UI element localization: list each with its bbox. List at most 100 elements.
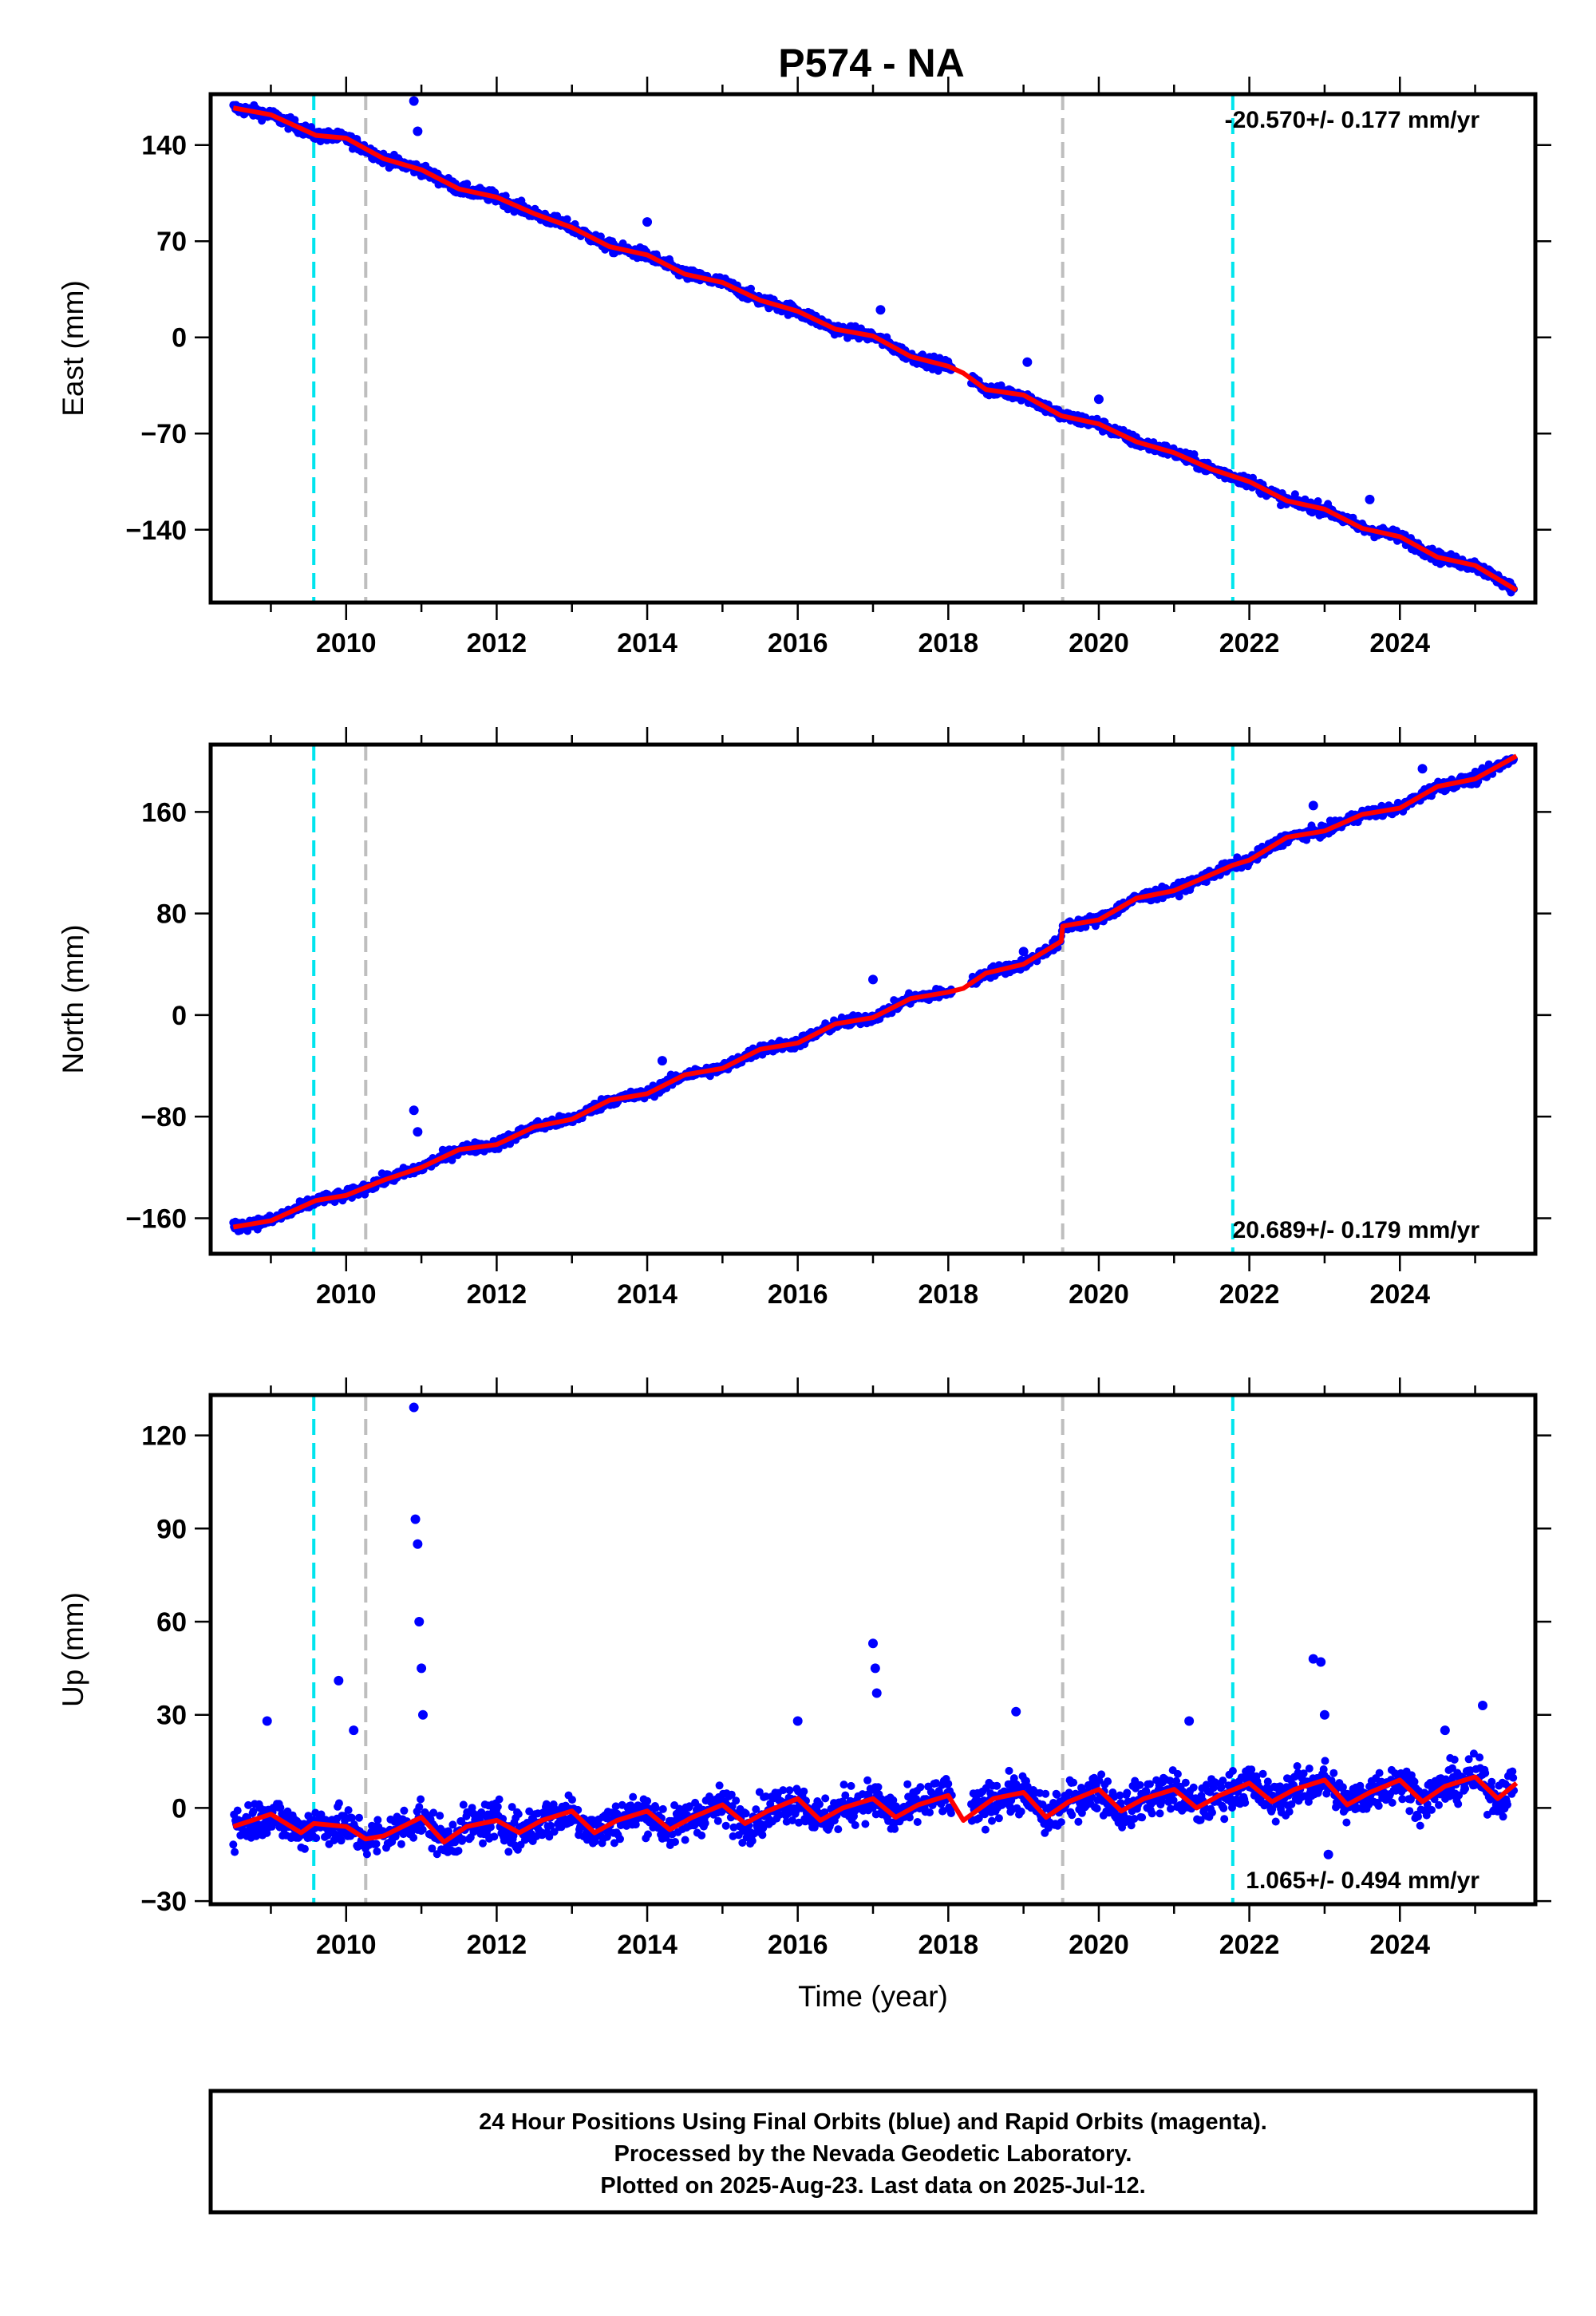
data-point	[300, 1844, 309, 1853]
data-point	[1009, 1774, 1018, 1783]
data-point	[861, 1820, 870, 1828]
data-point	[610, 1839, 618, 1848]
data-point	[1095, 1776, 1104, 1784]
data-point	[847, 1781, 855, 1790]
data-point	[494, 1144, 503, 1153]
data-point	[788, 1816, 796, 1824]
data-point	[276, 1804, 285, 1812]
x-tick-label: 2022	[1219, 628, 1280, 658]
data-point	[1068, 1811, 1077, 1820]
data-point	[758, 1831, 767, 1840]
data-point	[504, 1848, 513, 1856]
data-point	[454, 1847, 463, 1855]
data-point	[913, 1818, 922, 1826]
data-point	[495, 1795, 504, 1804]
chart-panels: 2010 2012 2014 2016 2018 2020 2022 2024140700−7…	[57, 77, 1551, 2013]
data-point	[400, 1806, 409, 1815]
data-point	[851, 1821, 859, 1829]
data-point	[334, 1799, 343, 1808]
trend-line	[232, 753, 1518, 1230]
y-tick-label: −80	[140, 1102, 187, 1132]
data-point	[874, 1783, 883, 1792]
data-point	[397, 1840, 405, 1848]
data-point	[542, 1800, 551, 1808]
y-tick-label: 0	[172, 1001, 187, 1031]
y-tick-label: −70	[140, 419, 187, 449]
data-point	[244, 1800, 253, 1809]
y-tick-label: 70	[156, 227, 187, 257]
data-point	[1167, 1804, 1175, 1813]
data-point	[479, 1839, 487, 1848]
data-point	[905, 1813, 914, 1822]
outlier-point	[409, 96, 419, 106]
data-point	[741, 1809, 750, 1818]
data-point	[344, 1806, 353, 1815]
outlier-point	[1022, 357, 1033, 367]
data-point	[644, 1830, 652, 1839]
plot-area	[229, 745, 1519, 1254]
outlier-point	[413, 1127, 423, 1137]
x-tick-label: 2016	[768, 628, 828, 658]
data-point	[550, 1828, 559, 1836]
outlier-point	[1308, 800, 1318, 811]
x-tick-label: 2020	[1069, 1279, 1129, 1310]
plot-area	[229, 94, 1519, 603]
outlier-point	[875, 305, 886, 315]
y-tick-label: 140	[141, 131, 187, 161]
data-point	[752, 1805, 760, 1814]
data-point	[1173, 1769, 1182, 1778]
data-point	[939, 1807, 947, 1815]
data-point	[1138, 1813, 1147, 1822]
data-point	[409, 1833, 418, 1842]
data-point	[1172, 1777, 1181, 1785]
data-point	[459, 1800, 468, 1809]
data-point	[429, 1808, 438, 1817]
y-tick-label: 0	[172, 323, 187, 354]
data-point	[821, 1794, 830, 1803]
x-tick-label: 2010	[316, 1279, 377, 1310]
data-point	[946, 1809, 955, 1817]
data-point	[1156, 1809, 1164, 1818]
data-point	[816, 1800, 824, 1808]
x-tick-label: 2010	[316, 628, 377, 658]
data-point	[761, 1792, 770, 1800]
data-point	[918, 350, 927, 359]
data-point	[681, 1836, 689, 1844]
data-point	[903, 1780, 912, 1788]
data-point	[1314, 497, 1322, 505]
data-point	[785, 1786, 794, 1795]
data-point	[697, 1831, 706, 1840]
x-tick-label: 2012	[467, 1279, 527, 1310]
x-tick-label: 2022	[1219, 1279, 1280, 1310]
data-point	[373, 1816, 382, 1824]
data-point	[651, 1804, 660, 1812]
data-point	[448, 1820, 457, 1829]
data-point	[616, 1835, 624, 1844]
data-point	[1097, 1770, 1106, 1779]
y-tick-label: 80	[156, 899, 187, 930]
outlier-point	[409, 1105, 419, 1116]
data-point	[486, 1823, 495, 1832]
data-point	[916, 1783, 925, 1792]
data-point	[1169, 1796, 1178, 1804]
data-point	[988, 1816, 996, 1825]
outlier-point	[1018, 947, 1029, 957]
x-tick-label: 2018	[918, 1279, 978, 1310]
x-tick-label: 2024	[1369, 628, 1430, 658]
data-point	[863, 1776, 872, 1784]
figure-title: P574 - NA	[778, 41, 964, 85]
data-point	[549, 1800, 558, 1808]
data-point	[1041, 1789, 1050, 1798]
data-point	[258, 117, 267, 125]
data-point	[993, 1781, 1001, 1790]
data-point	[490, 1832, 499, 1841]
data-point	[747, 284, 755, 293]
x-tick-label: 2024	[1369, 1279, 1430, 1310]
data-point	[643, 1796, 652, 1805]
data-point	[448, 1156, 456, 1164]
data-point	[415, 1803, 424, 1812]
data-point	[1005, 1766, 1013, 1775]
data-point	[509, 1832, 518, 1840]
y-tick-label: −160	[125, 1203, 187, 1234]
data-point	[547, 1821, 555, 1830]
